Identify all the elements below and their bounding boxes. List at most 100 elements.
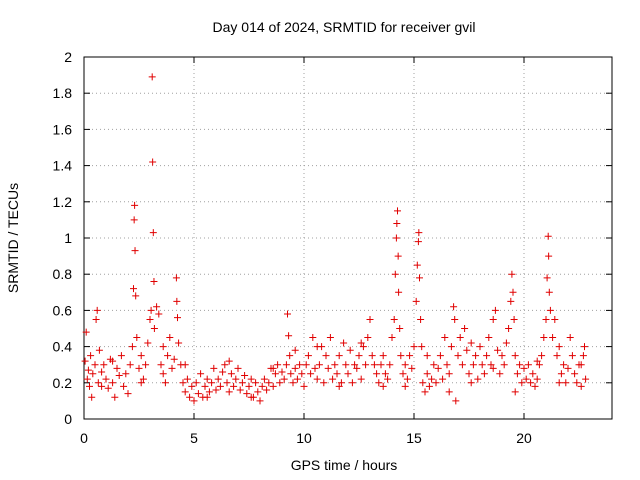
- data-point: [461, 325, 469, 332]
- data-point: [304, 352, 312, 360]
- data-point: [483, 352, 491, 360]
- data-point: [511, 388, 519, 396]
- data-point: [137, 379, 145, 387]
- data-point: [155, 310, 163, 318]
- data-point: [91, 361, 99, 369]
- data-point: [344, 370, 352, 378]
- data-point: [342, 361, 350, 369]
- y-tick-label: 0.4: [53, 339, 73, 355]
- y-tick-label: 1.2: [53, 194, 73, 210]
- data-point: [454, 352, 462, 360]
- data-point: [144, 339, 152, 347]
- x-axis-label: GPS time / hours: [291, 457, 398, 473]
- data-point: [436, 352, 444, 360]
- data-point: [132, 292, 140, 300]
- data-point: [542, 315, 550, 323]
- data-point: [329, 375, 337, 383]
- data-point: [366, 315, 374, 323]
- data-point: [260, 375, 268, 383]
- data-point: [234, 364, 242, 372]
- axis-ticks: 00.20.40.60.811.21.41.61.820 5 10 15 20: [53, 49, 612, 446]
- data-point: [394, 207, 401, 215]
- data-point: [254, 388, 262, 396]
- data-point: [203, 393, 211, 401]
- data-point: [403, 375, 411, 383]
- data-point: [357, 375, 365, 383]
- data-point: [524, 361, 532, 369]
- data-point: [284, 310, 291, 318]
- data-point: [126, 361, 134, 369]
- data-point: [364, 334, 372, 342]
- data-point: [467, 339, 475, 347]
- data-point: [201, 382, 209, 390]
- data-point: [258, 382, 266, 390]
- data-point: [256, 397, 264, 405]
- data-point: [159, 343, 167, 351]
- y-tick-label: 0.6: [53, 302, 73, 318]
- data-point: [430, 361, 438, 369]
- data-point: [472, 352, 480, 360]
- data-point: [186, 393, 194, 401]
- data-point: [263, 386, 271, 394]
- data-point: [421, 388, 429, 396]
- data-point: [401, 382, 409, 390]
- data-point: [203, 375, 211, 383]
- data-point: [413, 261, 421, 269]
- y-tick-label: 0.2: [53, 375, 73, 391]
- data-point: [164, 352, 172, 360]
- data-point: [236, 386, 244, 394]
- data-point: [190, 397, 198, 405]
- data-point: [104, 384, 112, 392]
- data-point: [428, 375, 436, 383]
- data-point: [274, 361, 282, 369]
- data-point: [88, 393, 96, 401]
- data-point: [384, 375, 392, 383]
- data-point: [478, 361, 486, 369]
- data-point: [474, 375, 482, 383]
- data-point: [86, 382, 93, 390]
- data-point: [179, 379, 187, 387]
- data-point: [513, 370, 521, 378]
- data-point: [511, 352, 519, 360]
- data-point: [496, 370, 504, 378]
- data-point: [135, 364, 143, 372]
- data-point: [150, 277, 158, 285]
- data-point: [419, 379, 427, 387]
- data-point: [412, 297, 420, 305]
- data-point: [370, 361, 378, 369]
- data-point: [397, 352, 405, 360]
- data-point: [247, 375, 255, 383]
- data-point: [507, 297, 515, 305]
- data-point: [502, 339, 510, 347]
- data-point: [95, 346, 103, 354]
- data-point: [410, 343, 418, 351]
- y-tick-label: 1.4: [53, 158, 73, 174]
- data-point: [391, 270, 399, 278]
- data-point: [533, 375, 541, 383]
- data-point: [505, 325, 513, 332]
- data-point: [562, 379, 570, 387]
- data-point: [89, 370, 97, 378]
- y-tick-label: 1.6: [53, 121, 73, 137]
- data-point: [368, 352, 376, 360]
- data-point: [491, 306, 499, 314]
- data-point: [529, 370, 537, 378]
- data-point: [390, 315, 398, 323]
- data-point: [469, 361, 477, 369]
- data-point: [522, 375, 530, 383]
- data-point: [540, 334, 548, 342]
- data-point: [432, 379, 440, 387]
- series-srmtid: [81, 73, 590, 405]
- data-point: [377, 361, 385, 369]
- data-point: [564, 364, 572, 372]
- data-point: [568, 352, 576, 360]
- data-point: [149, 158, 157, 166]
- data-point: [170, 355, 178, 363]
- data-point: [243, 390, 251, 398]
- data-point: [509, 288, 517, 296]
- data-point: [451, 315, 459, 323]
- data-point: [192, 379, 200, 387]
- data-point: [289, 379, 297, 387]
- data-point: [476, 343, 484, 351]
- data-point: [183, 375, 191, 383]
